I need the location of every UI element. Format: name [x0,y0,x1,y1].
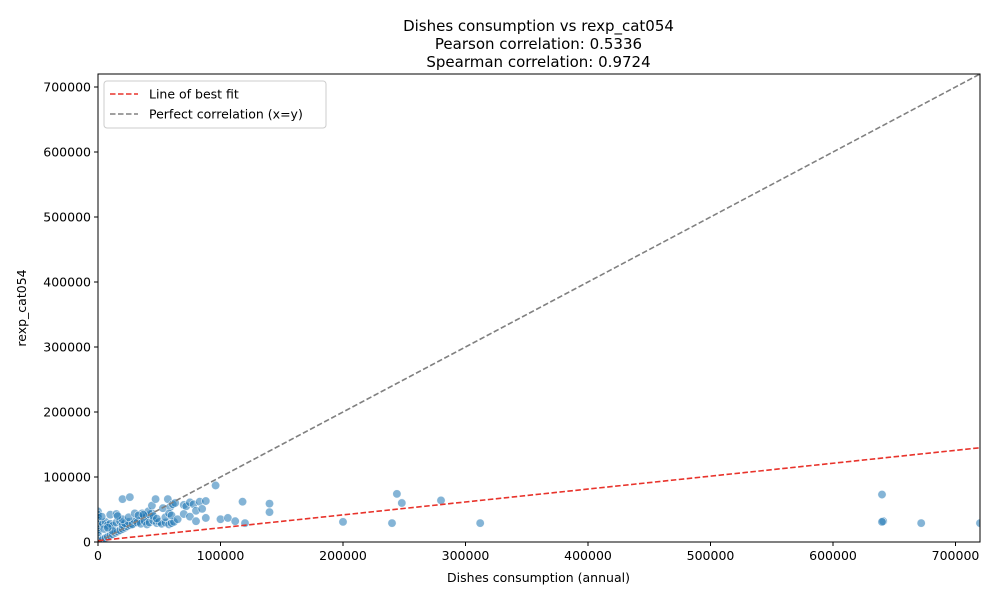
x-tick-label: 600000 [809,548,857,563]
scatter-point [151,494,161,504]
y-tick-label: 0 [83,535,91,550]
title-line-1: Dishes consumption vs rexp_cat054 [403,17,674,36]
scatter-point [103,523,113,533]
x-axis-ticks: 0 100000 200000 300000 400000 500000 600000 700… [94,542,979,563]
scatter-point [238,497,248,507]
y-axis-label: rexp_cat054 [14,269,29,346]
scatter-point [475,518,485,528]
perfect-correlation-line [98,74,980,542]
scatter-point [264,499,274,509]
scatter-point [138,510,148,520]
x-tick-label: 300000 [442,548,490,563]
title-line-2: Pearson correlation: 0.5336 [435,35,642,53]
scatter-point [216,514,226,524]
scatter-point [392,489,402,499]
scatter-point [264,507,274,517]
scatter-point [152,514,162,524]
x-tick-label: 400000 [564,548,612,563]
scatter-point [223,513,233,523]
legend-box [103,80,327,129]
x-tick-label: 100000 [197,548,245,563]
chart-title: Dishes consumption vs rexp_cat054 Pearso… [403,17,674,71]
legend-label-perfect-correlation: Perfect correlation (x=y) [149,107,303,122]
scatter-point [98,512,107,522]
scatter-point [916,518,926,528]
y-tick-label: 300000 [43,340,91,355]
scatter-points [98,480,980,542]
scatter-point [877,490,887,500]
best-fit-line [98,446,980,542]
scatter-point [211,480,221,490]
x-tick-label: 0 [94,548,102,563]
title-line-3: Spearman correlation: 0.9724 [426,53,650,71]
scatter-point [397,498,407,508]
legend: Line of best fit Perfect correlation (x=… [103,80,327,129]
scatter-point [197,504,207,514]
scatter-point [201,496,211,506]
scatter-point [173,514,183,524]
scatter-point [185,512,195,522]
y-axis-ticks: 0 100000 200000 300000 400000 500000 600000 700… [43,80,98,550]
x-tick-label: 200000 [319,548,367,563]
x-tick-label: 700000 [932,548,980,563]
y-tick-label: 500000 [43,210,91,225]
scatter-point [201,513,211,523]
scatter-point [230,516,240,526]
plot-frame [97,73,981,543]
x-axis-label: Dishes consumption (annual) [447,570,630,585]
y-tick-label: 400000 [43,275,91,290]
scatter-point [877,517,887,527]
legend-label-best-fit: Line of best fit [149,87,239,102]
scatter-point [387,518,397,528]
scatter-point [436,495,446,505]
scatter-point [338,517,348,527]
scatter-point [118,494,128,504]
y-tick-label: 700000 [43,80,91,95]
reference-lines [98,74,980,542]
y-tick-label: 600000 [43,145,91,160]
scatter-point [125,492,135,502]
x-tick-label: 500000 [687,548,735,563]
y-tick-label: 200000 [43,405,91,420]
scatter-point [113,511,123,521]
y-tick-label: 100000 [43,470,91,485]
scatter-point [191,516,201,526]
